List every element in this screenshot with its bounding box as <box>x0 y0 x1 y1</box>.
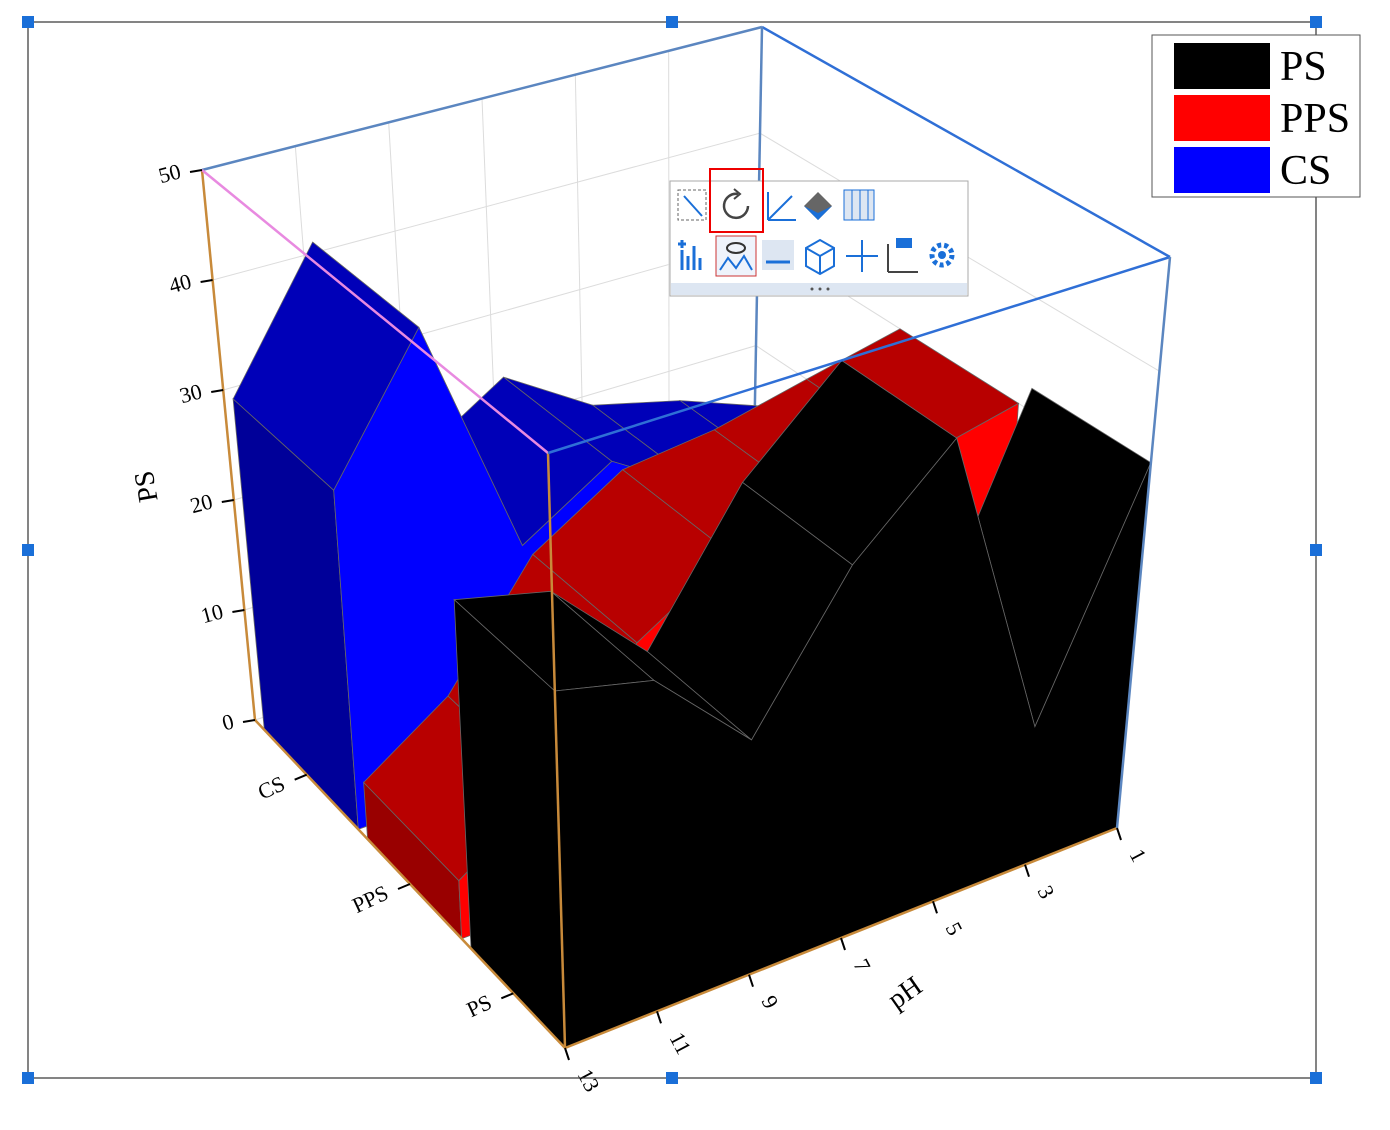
handle[interactable] <box>1310 16 1322 28</box>
handle[interactable] <box>666 1072 678 1084</box>
legend-label: PPS <box>1280 96 1350 142</box>
dot <box>818 287 822 291</box>
handle[interactable] <box>666 16 678 28</box>
tool-labels[interactable] <box>762 240 794 270</box>
z-tick <box>294 773 308 781</box>
mini-toolbar <box>669 168 969 297</box>
legend-swatch <box>1174 43 1270 89</box>
x-tick <box>748 974 754 987</box>
legend: PS PPS CS <box>1151 34 1361 198</box>
walls <box>232 241 1152 1050</box>
dot <box>810 287 814 291</box>
legend-label: CS <box>1280 148 1331 194</box>
frame-edge <box>547 255 1171 455</box>
y-tick-label: 40 <box>166 268 194 298</box>
x-tick <box>1116 827 1122 841</box>
tool-axis[interactable] <box>767 192 796 221</box>
x-tick <box>1024 864 1030 877</box>
z-tick-label: CS <box>254 771 289 805</box>
y-tick <box>232 609 245 613</box>
y-tick <box>189 169 203 173</box>
handle[interactable] <box>22 1072 34 1084</box>
frame-edge <box>201 169 549 454</box>
frame-edge <box>201 25 763 172</box>
y-tick <box>242 719 256 723</box>
tool-move[interactable] <box>846 240 878 272</box>
tool-grid[interactable] <box>843 189 875 221</box>
y-tick <box>221 499 234 503</box>
x-tick-label: 9 <box>757 991 784 1012</box>
z-tick-label: PPS <box>348 880 392 918</box>
x-tick-label: 1 <box>1125 845 1152 866</box>
y-tick-label: 50 <box>156 158 184 188</box>
legend-label: PS <box>1280 44 1327 90</box>
y-tick-label: 30 <box>177 378 205 408</box>
legend-swatch <box>1174 147 1270 193</box>
selection-handles <box>22 16 1322 1084</box>
x-axis-title: pH <box>882 971 928 1016</box>
z-tick <box>397 883 411 890</box>
x-tick-label: 7 <box>849 955 876 976</box>
axis-line <box>200 169 257 721</box>
y-tick <box>211 389 224 393</box>
tool-plane[interactable] <box>804 192 832 220</box>
x-tick-label: 5 <box>941 918 968 939</box>
handle[interactable] <box>1310 544 1322 556</box>
frame-edge <box>1115 256 1172 829</box>
tool-scale[interactable] <box>677 189 707 221</box>
tool-settings[interactable] <box>929 242 955 268</box>
y-tick-label: 10 <box>198 598 226 628</box>
y-axis-title: PS <box>129 468 165 504</box>
handle[interactable] <box>1310 1072 1322 1084</box>
x-tick-label: 3 <box>1033 881 1060 902</box>
x-tick <box>932 901 938 914</box>
tool-rotate[interactable] <box>709 168 764 233</box>
frame-edge <box>761 25 1171 259</box>
z-tick-label: PS <box>463 989 496 1022</box>
handle[interactable] <box>22 544 34 556</box>
x-tick-label: 13 <box>573 1065 605 1096</box>
tool-title[interactable] <box>887 238 918 273</box>
handle[interactable] <box>22 16 34 28</box>
x-tick <box>564 1047 570 1061</box>
tool-box[interactable] <box>805 238 835 276</box>
dot <box>826 287 830 291</box>
x-tick-label: 11 <box>665 1028 697 1058</box>
tool-add-plot[interactable] <box>678 240 702 270</box>
y-tick-label: 0 <box>219 708 236 735</box>
z-tick <box>500 992 514 1000</box>
axis-line <box>546 452 567 1049</box>
x-tick <box>656 1011 662 1024</box>
x-tick <box>840 937 846 951</box>
legend-swatch <box>1174 95 1270 141</box>
y-tick-label: 20 <box>187 488 215 518</box>
y-tick <box>200 279 213 283</box>
tool-show[interactable] <box>715 235 757 277</box>
